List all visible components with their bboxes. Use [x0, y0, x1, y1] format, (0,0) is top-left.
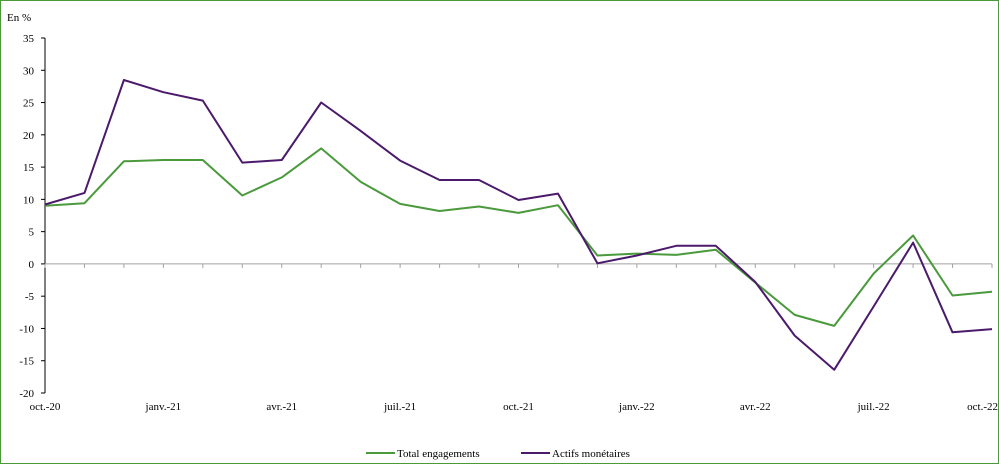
y-tick-label: 30 [23, 65, 35, 77]
y-tick-label: 5 [29, 227, 35, 239]
series-line-total-engagements [44, 147, 993, 327]
y-tick-label: -20 [19, 388, 34, 400]
y-tick-label: 25 [23, 98, 35, 110]
x-tick-label: janv.-22 [618, 401, 655, 413]
x-tick-label: oct.-21 [503, 401, 534, 413]
y-tick-label: 0 [29, 259, 35, 271]
y-tick-label: 35 [23, 33, 35, 45]
x-tick-label: avr.-22 [740, 401, 771, 413]
x-tick-label: janv.-21 [145, 401, 182, 413]
y-axis-unit-label: En % [7, 12, 31, 24]
y-tick-label: -5 [25, 291, 35, 303]
y-axis: 35 30 25 20 15 10 5 0 -5 -10 -15 -20 [19, 33, 46, 400]
x-tick-label: juil.-21 [383, 401, 416, 413]
legend-label-total-engagements: Total engagements [397, 448, 480, 460]
y-tick-label: 10 [23, 194, 35, 206]
y-tick-label: -10 [19, 323, 34, 335]
x-tick-label: avr.-21 [266, 401, 297, 413]
y-tick-label: 15 [23, 162, 35, 174]
legend-label-actifs-monetaires: Actifs monétaires [552, 448, 630, 460]
x-tick-label: oct.-20 [30, 401, 61, 413]
series-layer [44, 79, 993, 371]
y-tick-label: 20 [23, 130, 35, 142]
series-line-actifs-monetaires [44, 79, 993, 371]
x-tick-label: oct.-22 [967, 401, 998, 413]
legend: Total engagements Actifs monétaires [366, 448, 630, 460]
x-axis: oct.-20 janv.-21 avr.-21 juil.-21 oct.-21 jan… [30, 263, 998, 413]
y-tick-label: -15 [19, 356, 34, 368]
x-tick-label: juil.-22 [857, 401, 890, 413]
